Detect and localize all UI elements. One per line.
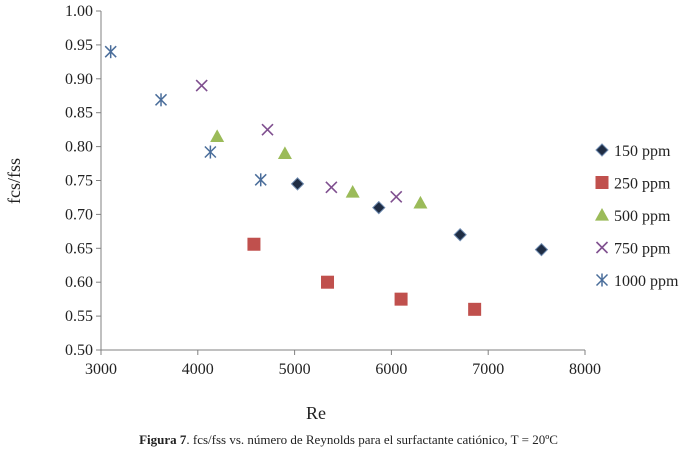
data-point	[261, 123, 274, 136]
data-point	[394, 292, 408, 306]
data-point	[321, 275, 335, 289]
y-tick-label: 0.65	[65, 240, 93, 257]
legend-marker	[595, 143, 609, 157]
x-tick-label: 5000	[279, 361, 311, 378]
legend-label: 150 ppm	[614, 143, 671, 160]
y-tick-label: 0.55	[65, 308, 93, 325]
y-tick-label: 0.60	[65, 274, 93, 291]
figure-caption-text: . fcs/fss vs. número de Reynolds para el…	[186, 432, 558, 447]
y-tick-label: 0.95	[65, 37, 93, 54]
data-point	[345, 185, 360, 198]
legend-marker	[595, 273, 609, 287]
legend-label: 500 ppm	[614, 208, 671, 225]
legend-label: 250 ppm	[614, 176, 671, 193]
y-tick-label: 0.90	[65, 71, 93, 88]
legend-label: 1000 ppm	[614, 273, 679, 290]
x-tick-label: 4000	[182, 361, 214, 378]
y-tick-label: 0.70	[65, 206, 93, 223]
y-tick-label: 1.00	[65, 3, 93, 20]
data-point	[453, 228, 467, 242]
data-point	[204, 145, 217, 159]
figure-caption: Figura 7. fcs/fss vs. número de Reynolds…	[0, 432, 697, 448]
x-axis-title: Re	[306, 403, 326, 423]
data-point	[390, 190, 403, 203]
data-point	[277, 146, 292, 159]
data-point	[413, 195, 428, 209]
data-point	[325, 181, 338, 194]
y-tick-label: 0.75	[65, 173, 93, 190]
data-point	[247, 237, 261, 251]
legend-marker	[595, 241, 609, 254]
y-tick-group: 0.50 0.55 0.60 0.65 0.70 0.75 0.80 0.85 0.90 0.95…	[65, 3, 101, 359]
data-points	[104, 45, 549, 316]
data-point	[534, 242, 549, 257]
x-tick-group: 3000 4000 5000 6000 7000 8000	[85, 350, 601, 378]
x-tick-label: 8000	[569, 361, 601, 378]
chart-axes	[100, 11, 585, 351]
figure-caption-label: Figura 7	[139, 432, 187, 447]
data-point	[154, 93, 168, 107]
y-tick-label: 0.50	[65, 342, 93, 359]
x-tick-label: 7000	[472, 361, 504, 378]
data-point	[104, 45, 117, 59]
data-point	[290, 177, 305, 191]
data-point	[372, 200, 386, 215]
x-tick-label: 6000	[375, 361, 407, 378]
data-point	[195, 79, 208, 92]
legend-marker	[595, 208, 609, 221]
y-tick-label: 0.80	[65, 139, 93, 156]
data-point	[254, 173, 267, 187]
data-point	[210, 129, 225, 143]
y-tick-label: 0.85	[65, 105, 93, 122]
legend-marker	[595, 176, 609, 189]
legend-label: 750 ppm	[614, 241, 671, 258]
data-point	[468, 302, 482, 316]
y-axis-title: fcs/fss	[4, 158, 24, 204]
chart-legend: 150 ppm 250 ppm 500 ppm 750 ppm 1000 ppm	[595, 143, 679, 290]
x-tick-label: 3000	[85, 361, 117, 378]
